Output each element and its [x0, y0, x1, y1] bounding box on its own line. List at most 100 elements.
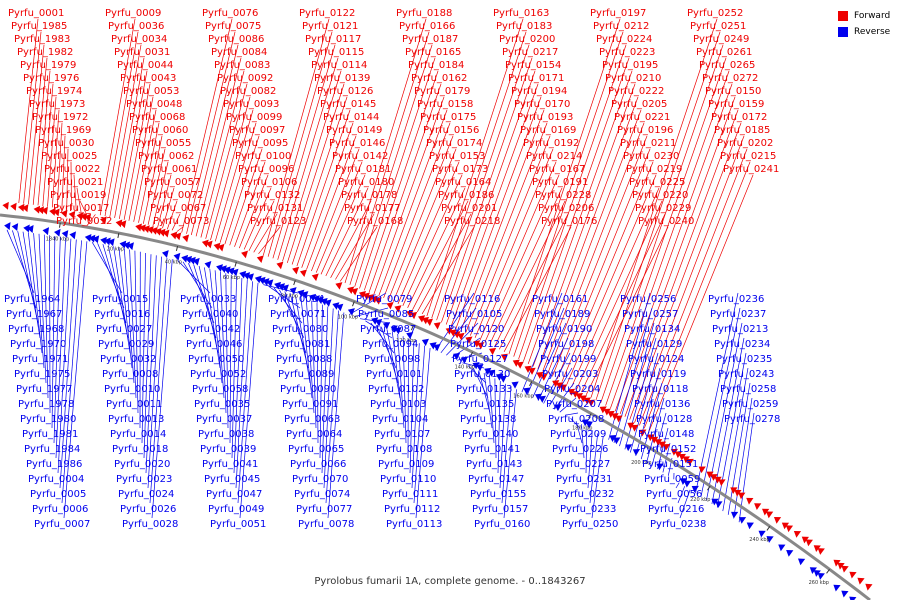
- forward-leader-line: [66, 148, 69, 210]
- forward-gene-feature: [662, 443, 671, 451]
- reverse-leader-line: [738, 412, 755, 523]
- reverse-gene-label: Pyrfu_0101: [366, 369, 422, 380]
- reverse-gene-feature: [254, 275, 262, 284]
- forward-gene-label: Pyrfu_0241: [723, 164, 779, 175]
- reverse-gene-label: Pyrfu_0208: [548, 414, 604, 425]
- forward-gene-feature: [805, 539, 813, 547]
- reverse-gene-label: Pyrfu_0198: [538, 339, 594, 350]
- forward-gene-label: Pyrfu_0022: [44, 164, 100, 175]
- forward-gene-feature: [706, 471, 714, 479]
- reverse-gene-label: Pyrfu_0138: [460, 414, 516, 425]
- reverse-gene-label: Pyrfu_0035: [194, 399, 250, 410]
- reverse-gene-label: Pyrfu_0243: [718, 369, 774, 380]
- forward-leader-line: [190, 44, 239, 236]
- reverse-leader-line: [300, 296, 313, 399]
- forward-gene-feature: [119, 220, 127, 229]
- reverse-gene-label: Pyrfu_0049: [208, 504, 264, 515]
- forward-gene-label: Pyrfu_0159: [708, 99, 764, 110]
- reverse-gene-feature: [406, 331, 414, 340]
- forward-gene-feature: [311, 273, 319, 282]
- reverse-leader-line: [354, 307, 389, 317]
- forward-gene-label: Pyrfu_0223: [599, 47, 655, 58]
- forward-gene-label: Pyrfu_0067: [150, 203, 206, 214]
- reverse-leader-line: [321, 306, 329, 474]
- scale-tick: [766, 526, 771, 531]
- forward-leader-line: [619, 96, 736, 415]
- forward-gene-feature: [158, 228, 166, 237]
- reverse-gene-feature: [127, 242, 134, 251]
- forward-leader-line: [51, 109, 60, 208]
- reverse-gene-label: Pyrfu_0124: [628, 354, 684, 365]
- reverse-gene-label: Pyrfu_0081: [274, 339, 330, 350]
- reverse-leader-line: [483, 373, 493, 429]
- reverse-gene-label: Pyrfu_0066: [290, 459, 346, 470]
- reverse-leader-line: [391, 331, 403, 414]
- forward-gene-label: Pyrfu_0115: [308, 47, 364, 58]
- reverse-leader-line: [305, 298, 315, 414]
- reverse-leader-line: [237, 281, 253, 504]
- forward-gene-label: Pyrfu_0171: [508, 73, 564, 84]
- forward-gene-feature: [100, 216, 107, 225]
- forward-gene-label: Pyrfu_0068: [129, 112, 185, 123]
- forward-gene-label: Pyrfu_0200: [499, 34, 555, 45]
- reverse-leader-line: [526, 307, 565, 396]
- forward-leader-line: [503, 226, 572, 352]
- forward-gene-feature: [857, 577, 865, 585]
- reverse-gene-feature: [375, 318, 383, 327]
- forward-leader-line: [147, 148, 166, 225]
- reverse-gene-feature: [88, 234, 96, 243]
- forward-gene-label: Pyrfu_0272: [702, 73, 758, 84]
- forward-leader-line: [61, 135, 66, 209]
- forward-gene-feature: [773, 516, 782, 524]
- reverse-gene-label: Pyrfu_0015: [92, 294, 148, 305]
- reverse-gene-label: Pyrfu_0005: [30, 489, 86, 500]
- reverse-gene-feature: [625, 444, 633, 452]
- reverse-gene-label: Pyrfu_0134: [624, 324, 680, 335]
- forward-leader-line: [166, 200, 178, 230]
- forward-gene-feature: [477, 342, 485, 350]
- forward-gene-feature: [41, 206, 48, 215]
- scale-tick: [588, 413, 592, 419]
- reverse-leader-line: [446, 322, 479, 356]
- forward-gene-label: Pyrfu_0212: [593, 21, 649, 32]
- forward-gene-label: Pyrfu_0228: [535, 190, 591, 201]
- forward-gene-label: Pyrfu_0139: [314, 73, 370, 84]
- scale-tick-label: 20 kbp: [107, 247, 124, 253]
- forward-leader-line: [479, 161, 557, 341]
- forward-leader-line: [402, 174, 463, 306]
- reverse-gene-feature: [69, 231, 77, 240]
- reverse-leader-line: [63, 241, 88, 519]
- forward-gene-feature: [698, 466, 706, 474]
- forward-gene-feature: [762, 508, 770, 516]
- forward-leader-line: [79, 200, 87, 213]
- forward-gene-feature: [217, 243, 225, 252]
- forward-gene-label: Pyrfu_0174: [426, 138, 482, 149]
- forward-leader-line: [581, 213, 666, 393]
- forward-gene-label: Pyrfu_0025: [41, 151, 97, 162]
- forward-leader-line: [267, 31, 333, 257]
- forward-leader-line: [527, 70, 633, 365]
- reverse-leader-line: [220, 271, 227, 414]
- forward-gene-feature: [433, 322, 441, 330]
- reverse-gene-label: Pyrfu_1978: [18, 399, 74, 410]
- forward-leader-line: [23, 31, 42, 204]
- forward-leader-line: [354, 44, 433, 287]
- reverse-gene-label: Pyrfu_0088: [276, 354, 332, 365]
- reverse-leader-line: [214, 270, 225, 399]
- forward-gene-feature: [374, 297, 382, 305]
- forward-gene-label: Pyrfu_0192: [523, 138, 579, 149]
- reverse-leader-line: [107, 245, 129, 339]
- reverse-gene-label: Pyrfu_0127: [452, 354, 508, 365]
- reverse-gene-label: Pyrfu_0125: [450, 339, 506, 350]
- reverse-gene-feature: [390, 325, 398, 333]
- forward-leader-line: [109, 44, 142, 218]
- reverse-gene-feature: [797, 558, 806, 566]
- reverse-gene-label: Pyrfu_0085: [358, 309, 414, 320]
- reverse-gene-label: Pyrfu_0256: [620, 294, 676, 305]
- reverse-gene-feature: [262, 278, 270, 286]
- forward-gene-label: Pyrfu_0265: [699, 60, 755, 71]
- scale-tick: [293, 280, 296, 286]
- forward-gene-label: Pyrfu_0202: [717, 138, 773, 149]
- reverse-gene-label: Pyrfu_0135: [458, 399, 514, 410]
